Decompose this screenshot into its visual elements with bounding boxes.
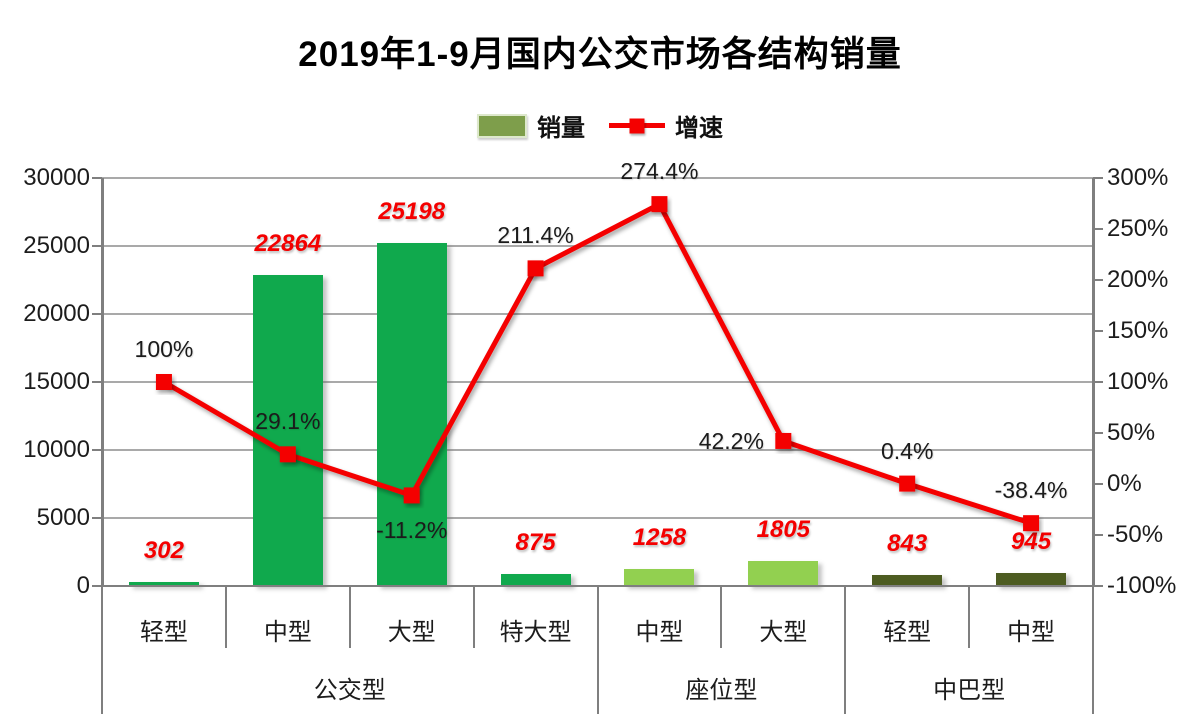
group-label-中巴型: 中巴型	[933, 677, 1006, 704]
gridline	[102, 177, 1093, 179]
left-axis-tick	[92, 381, 102, 383]
right-axis-tick-label: -100%	[1107, 572, 1177, 599]
left-axis-tick	[92, 177, 102, 179]
right-axis-tick	[1093, 534, 1103, 536]
growth-marker-6	[899, 475, 916, 492]
group-label-公交型: 公交型	[313, 677, 386, 704]
right-axis-tick-label: 0%	[1107, 470, 1142, 497]
right-axis-tick-label: 250%	[1107, 215, 1169, 242]
bar-value-label: 22864	[254, 230, 322, 258]
bar-value-label: 1805	[756, 516, 811, 544]
category-label-轻型-0: 轻型	[139, 619, 188, 646]
group-separator	[844, 586, 847, 714]
gridline	[102, 517, 1093, 519]
group-separator	[101, 586, 103, 714]
category-separator	[720, 586, 723, 648]
category-separator	[224, 586, 227, 648]
right-axis-tick-label: 200%	[1107, 266, 1169, 293]
group-separator	[1092, 586, 1094, 714]
growth-point-label: 29.1%	[255, 408, 321, 435]
legend-growth-marker-icon	[629, 118, 645, 133]
bar-value-label: 1258	[632, 523, 687, 551]
bar-value-label: 945	[1011, 528, 1052, 556]
category-separator	[348, 586, 351, 648]
left-axis-tick-label: 0	[76, 572, 90, 599]
right-axis-tick	[1093, 483, 1103, 485]
category-label-中型-7: 中型	[1007, 619, 1056, 646]
left-axis-line	[101, 178, 104, 586]
growth-point-label: -38.4%	[994, 477, 1068, 504]
left-axis-tick-label: 10000	[23, 436, 90, 463]
category-label-中型-1: 中型	[263, 619, 312, 646]
left-axis-tick	[92, 313, 102, 315]
right-axis-tick	[1093, 585, 1103, 587]
left-axis-tick	[92, 517, 102, 519]
category-separator	[968, 586, 971, 648]
bar-value-label: 302	[143, 536, 184, 564]
gridline	[102, 313, 1093, 315]
right-axis-tick	[1093, 432, 1103, 434]
growth-marker-4	[651, 196, 668, 213]
legend-growth-label: 增速	[675, 115, 723, 142]
category-label-特大型-3: 特大型	[499, 619, 572, 646]
bar-value-label: 875	[515, 529, 556, 557]
gridline	[102, 381, 1093, 383]
legend-sales-swatch-icon	[477, 113, 527, 138]
right-axis-tick-label: 100%	[1107, 368, 1169, 395]
bar-特大型-3	[500, 574, 571, 586]
legend-growth-line-icon	[609, 118, 665, 133]
category-separator	[472, 586, 475, 648]
left-axis-tick	[92, 449, 102, 451]
right-axis-tick	[1093, 330, 1103, 332]
chart-title: 2019年1-9月国内公交市场各结构销量	[298, 35, 902, 74]
growth-marker-5	[775, 432, 792, 449]
gridline	[102, 449, 1093, 451]
growth-point-label: -11.2%	[376, 517, 448, 544]
left-axis-tick	[92, 585, 102, 587]
right-axis-tick	[1093, 177, 1103, 179]
bar-轻型-0	[128, 581, 199, 586]
bar-中型-7	[996, 573, 1067, 586]
legend-sales-label: 销量	[537, 115, 585, 142]
right-axis-tick-label: -50%	[1107, 521, 1164, 548]
right-axis-tick-label: 50%	[1107, 419, 1156, 446]
gridline	[102, 245, 1093, 247]
right-axis-tick	[1093, 279, 1103, 281]
right-axis-tick	[1093, 381, 1103, 383]
left-axis-tick-label: 20000	[23, 300, 90, 327]
growth-point-label: 100%	[134, 336, 194, 362]
left-axis-tick-label: 15000	[23, 368, 90, 395]
left-axis-tick	[92, 245, 102, 247]
right-axis-tick	[1093, 228, 1103, 230]
group-separator	[596, 586, 599, 714]
left-axis-tick-label: 30000	[23, 164, 90, 191]
growth-point-label: 0.4%	[880, 437, 934, 464]
left-axis-tick-label: 5000	[36, 504, 90, 531]
left-axis-tick-label: 25000	[23, 232, 90, 259]
category-label-轻型-6: 轻型	[883, 619, 932, 646]
bar-轻型-6	[872, 574, 943, 586]
category-label-中型-4: 中型	[635, 619, 684, 646]
bar-value-label: 843	[887, 529, 928, 557]
legend: 销量 增速	[0, 108, 1200, 143]
growth-point-label: 42.2%	[698, 427, 764, 454]
right-axis-tick-label: 150%	[1107, 317, 1169, 344]
category-label-大型-2: 大型	[387, 619, 436, 646]
bar-大型-5	[748, 561, 819, 586]
right-axis-line	[1092, 178, 1095, 586]
bar-中型-4	[624, 568, 695, 586]
group-label-座位型: 座位型	[685, 677, 758, 704]
growth-point-label: 274.4%	[620, 158, 699, 185]
growth-point-label: 211.4%	[497, 222, 574, 249]
right-axis-tick-label: 300%	[1107, 164, 1169, 191]
category-label-大型-5: 大型	[759, 619, 808, 646]
bar-value-label: 25198	[378, 198, 446, 226]
growth-marker-3	[527, 260, 544, 277]
